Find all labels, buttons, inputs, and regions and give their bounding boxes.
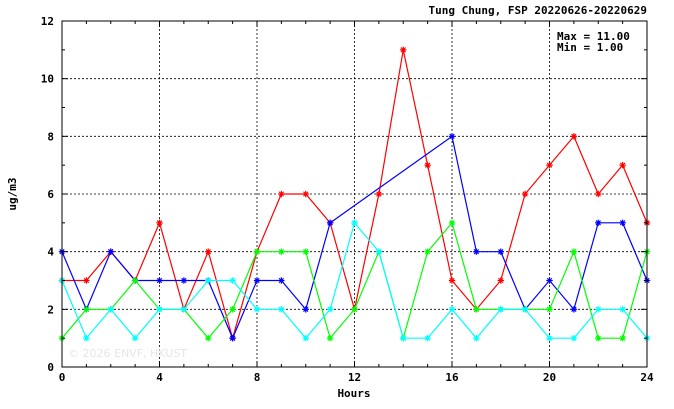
data-point [570, 248, 578, 255]
data-point [253, 306, 261, 313]
data-point [497, 306, 504, 313]
watermark: © 2026 ENVF, HKUST [68, 347, 187, 360]
data-point [83, 334, 90, 342]
data-point [424, 161, 431, 169]
data-point [595, 334, 602, 342]
data-point [253, 277, 261, 284]
y-tick-label: 8 [47, 130, 54, 143]
data-point [351, 306, 358, 313]
data-point [205, 277, 212, 284]
data-point [83, 306, 90, 313]
y-tick-label: 12 [41, 15, 54, 28]
series-4 [58, 219, 651, 342]
y-tick-label: 6 [47, 188, 54, 201]
data-point [521, 306, 529, 313]
data-point [205, 334, 212, 342]
data-point [229, 277, 236, 284]
data-point [278, 190, 285, 198]
data-point [156, 306, 163, 313]
data-point [400, 334, 407, 342]
x-tick-label: 24 [640, 371, 654, 384]
data-point [497, 248, 504, 255]
data-point [302, 334, 309, 342]
data-point [595, 306, 602, 313]
data-point [595, 219, 602, 227]
data-point [570, 306, 578, 313]
data-point [278, 306, 285, 313]
data-point [229, 334, 236, 342]
data-point [375, 190, 383, 198]
y-axis-label: ug/m3 [6, 177, 19, 210]
data-point [546, 306, 553, 313]
data-point [546, 161, 553, 169]
data-point [448, 219, 456, 227]
x-axis-label: Hours [337, 387, 370, 400]
data-point [107, 248, 114, 255]
data-point [326, 219, 334, 227]
data-point [619, 334, 626, 342]
data-point [497, 277, 504, 284]
data-point [448, 306, 456, 313]
y-tick-label: 10 [41, 73, 54, 86]
data-point [448, 277, 456, 284]
data-point [619, 219, 626, 227]
data-point [83, 277, 90, 284]
data-point [302, 306, 309, 313]
data-point [473, 334, 480, 342]
x-tick-label: 4 [156, 371, 163, 384]
x-tick-label: 0 [59, 371, 66, 384]
grid-lines [62, 21, 647, 367]
data-point [570, 133, 578, 140]
data-point [570, 334, 578, 342]
y-tick-label: 4 [47, 246, 54, 259]
data-point [326, 334, 334, 342]
x-tick-label: 12 [348, 371, 361, 384]
data-point [131, 277, 139, 284]
max-value-text: Max = 11.00 [557, 30, 630, 43]
data-point [448, 133, 456, 140]
y-tick-label: 0 [47, 361, 54, 374]
data-point [156, 277, 163, 284]
data-point [375, 248, 383, 255]
data-point [131, 334, 139, 342]
data-point [424, 334, 431, 342]
data-point [253, 248, 261, 255]
data-point [156, 219, 163, 227]
y-tick-label: 2 [47, 303, 54, 316]
data-point [546, 334, 553, 342]
data-point [546, 277, 553, 284]
data-point [521, 190, 529, 198]
data-point [619, 306, 626, 313]
data-point [595, 190, 602, 198]
data-point [205, 248, 212, 255]
x-tick-label: 16 [445, 371, 459, 384]
data-point [424, 248, 431, 255]
data-point [302, 248, 309, 255]
data-point [180, 277, 188, 284]
data-point [278, 248, 285, 255]
data-point [278, 277, 285, 284]
data-point [302, 190, 309, 198]
min-value-text: Min = 1.00 [557, 41, 623, 54]
data-point [107, 306, 114, 313]
x-tick-label: 20 [543, 371, 556, 384]
chart-title: Tung Chung, FSP 20220626-20220629 [428, 4, 647, 17]
data-point [619, 161, 626, 169]
data-point [473, 248, 480, 255]
data-point [326, 306, 334, 313]
x-tick-label: 8 [254, 371, 261, 384]
data-point [229, 306, 236, 313]
data-point [180, 306, 188, 313]
data-point [351, 219, 358, 227]
data-point [473, 306, 480, 313]
data-point [400, 46, 407, 54]
data-series [58, 46, 651, 342]
